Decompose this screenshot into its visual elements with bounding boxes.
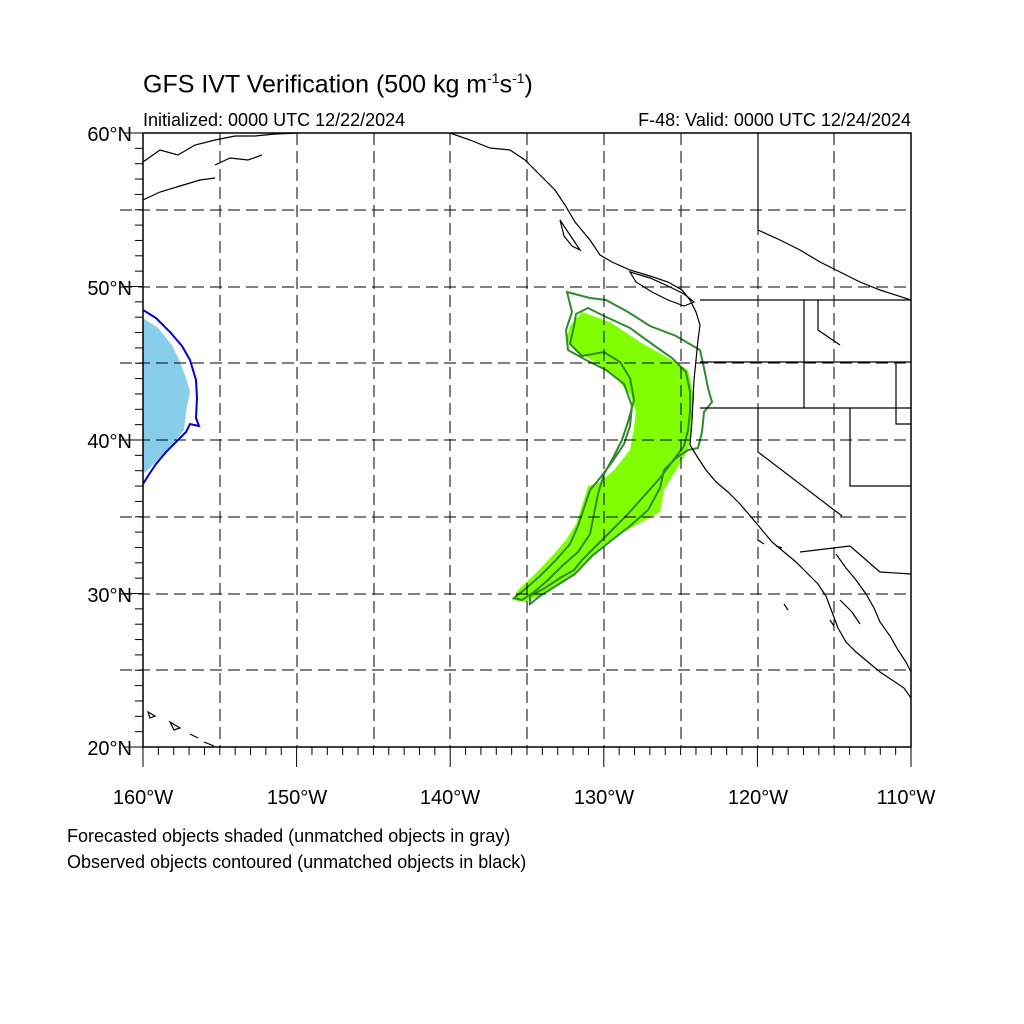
vancouver-island [628,270,696,307]
title-unit-s: s [499,70,513,99]
haida-gwaii [559,219,582,252]
canada-us-border [757,133,911,301]
title-exponent-2: -1 [512,70,525,86]
map-layers [143,133,911,747]
lat-label-20n: 20°N [87,738,132,760]
legend-note-observed: Observed objects contoured (unmatched ob… [67,852,527,872]
valid-time: F-48: Valid: 0000 UTC 12/24/2024 [638,110,911,130]
grid-lines [120,133,911,747]
alaska-coast [143,133,301,201]
lon-label-160w: 160°W [113,787,173,809]
initialized-time: Initialized: 0000 UTC 12/22/2024 [143,110,406,130]
title-exponent-1: -1 [487,70,500,86]
latitude-labels: 60°N 50°N 40°N 30°N 20°N [87,124,132,760]
lon-label-140w: 140°W [420,787,480,809]
lat-label-30n: 30°N [87,585,132,607]
observed-object-blue-contour [143,309,201,485]
title-close-paren: ) [524,70,533,99]
lat-label-60n: 60°N [87,124,132,146]
lon-label-130w: 130°W [574,787,634,809]
observed-object-green-contour [511,290,714,607]
baja-gulf-coast [835,553,911,673]
lon-label-110w: 110°W [877,787,936,809]
lat-label-40n: 40°N [87,431,132,453]
longitude-labels: 160°W 150°W 140°W 130°W 120°W 110°W [113,787,936,809]
map-title: GFS IVT Verification (500 kg m-1s-1) [143,70,533,99]
legend-note-forecast: Forecasted objects shaded (unmatched obj… [67,826,511,846]
hawaii-islands [146,710,215,747]
state-borders [700,299,911,575]
lat-label-50n: 50°N [87,278,132,300]
lon-label-120w: 120°W [728,787,788,809]
forecast-object-blue [143,318,190,474]
channel-islands [757,539,835,627]
lon-label-150w: 150°W [267,787,327,809]
tick-marks [123,132,912,767]
forecast-object-green [512,312,694,602]
title-main: GFS IVT Verification (500 kg m [143,70,488,99]
gulf-of-alaska-coast [449,133,911,699]
